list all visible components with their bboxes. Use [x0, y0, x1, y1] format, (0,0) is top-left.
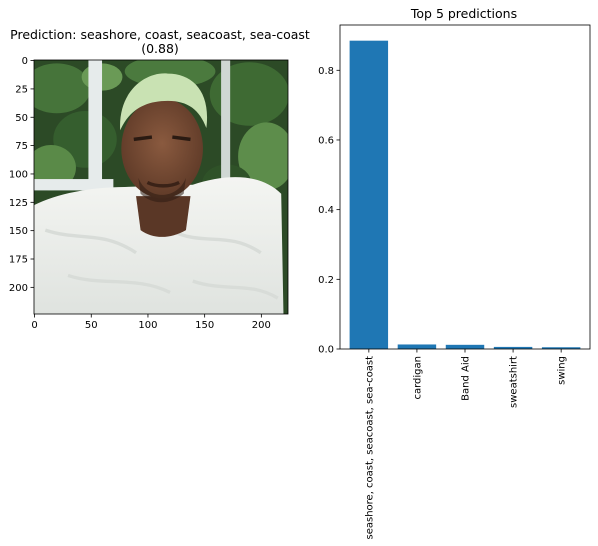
bar-y-tick-label: 0.2 [318, 275, 334, 286]
image-x-tick-label: 0 [31, 320, 37, 331]
image-x-tick-label: 150 [195, 320, 214, 331]
bars [349, 40, 581, 349]
bar [445, 344, 485, 349]
image-y-tick-label: 25 [15, 84, 28, 95]
bar-y-tick-label: 0.6 [318, 135, 334, 146]
bar [397, 344, 437, 349]
bar-x-tick-label: Band Aid [461, 356, 472, 401]
hair [120, 73, 208, 131]
bar-y-tick-label: 0.8 [318, 66, 334, 77]
image-axes-frame [33, 59, 289, 315]
bar-y-tick-label: 0.0 [318, 345, 334, 356]
image-panel: Prediction: seashore, coast, seacoast, s… [9, 27, 310, 331]
image-y-tick-label: 75 [15, 141, 28, 152]
window-frame [34, 60, 231, 208]
image-y-ticks: 0 25 50 75 100 125 150 175 200 [9, 56, 34, 294]
image-x-tick-label: 200 [252, 320, 271, 331]
bar-y-ticks: 0.0 0.2 0.4 0.6 0.8 [318, 66, 340, 356]
bar-chart-title: Top 5 predictions [410, 6, 517, 21]
image-y-tick-label: 50 [15, 113, 28, 124]
image-x-ticks: 0 50 100 150 200 [31, 314, 271, 331]
image-title: Prediction: seashore, coast, seacoast, s… [10, 27, 310, 42]
bar [493, 346, 533, 349]
neck [136, 196, 191, 237]
bar-x-ticks: seashore, coast, seacoast, sea-coast card… [364, 349, 568, 540]
bar-x-tick-label: sweatshirt [509, 356, 520, 408]
bar-x-tick-label: seashore, coast, seacoast, sea-coast [364, 356, 375, 540]
face [121, 98, 203, 199]
image-y-tick-label: 0 [22, 56, 28, 67]
image-x-tick-label: 100 [138, 320, 157, 331]
bar-x-tick-label: cardigan [412, 356, 423, 400]
bar-x-tick-label: swing [557, 356, 568, 385]
image-y-tick-label: 125 [9, 198, 28, 209]
image-title-score: (0.88) [141, 41, 179, 56]
photo [34, 60, 288, 314]
image-y-tick-label: 100 [9, 169, 28, 180]
bar [541, 347, 581, 349]
bar-panel: Top 5 predictions 0.0 0.2 0.4 0.6 0.8 seasho… [318, 6, 591, 540]
image-y-tick-label: 200 [9, 283, 28, 294]
image-y-tick-label: 175 [9, 255, 28, 266]
bar [349, 40, 389, 349]
bar-y-tick-label: 0.4 [318, 205, 334, 216]
image-x-tick-label: 50 [85, 320, 98, 331]
image-y-tick-label: 150 [9, 226, 28, 237]
